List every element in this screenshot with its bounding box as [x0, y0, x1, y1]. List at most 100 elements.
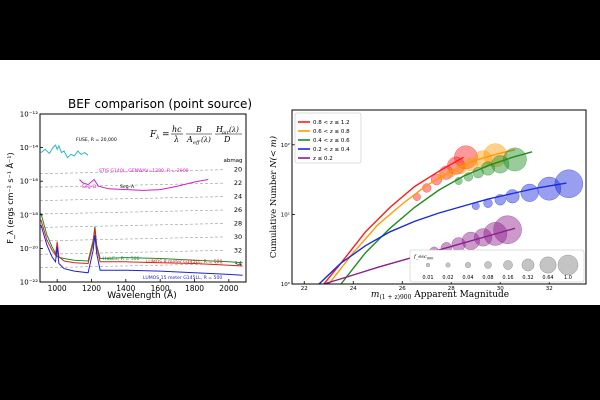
right-y-axis-label: Cumulative Number N(< m)	[268, 136, 279, 258]
abmag-tick-label: 26	[234, 206, 242, 214]
fesc-bubble-3	[505, 189, 520, 204]
fesc-legend-label: 0.02	[442, 275, 453, 281]
left-series-label-2: HabEx, R = 500	[103, 256, 140, 262]
right-x-label-rest: Apparent Magnitude	[411, 290, 509, 300]
redshift-legend-box	[294, 112, 362, 164]
formula-hc: hc	[172, 125, 182, 134]
fesc-legend-label: 0.32	[522, 275, 533, 281]
redshift-legend: 0.8 < z ≤ 1.2 0.6 < z ≤ 0.8 0.4 < z ≤ 0.6 0…	[294, 112, 362, 164]
left-x-tick-label: 1000	[48, 284, 67, 293]
left-series-line-1	[79, 178, 209, 191]
fesc-bubble-3	[554, 169, 584, 199]
redshift-legend-label-0: 0.8 < z ≤ 1.2	[313, 120, 350, 126]
formula-h: H	[215, 125, 224, 134]
left-y-tick-label: 10⁻¹⁴	[20, 144, 38, 152]
left-chart-axes: 1000 1200 1400 1600 1800 2000 10⁻²² 10⁻²⁰ 10⁻¹⁸ 1…	[20, 111, 239, 294]
left-series-label-1: STIS G140L, GENWAV=1280, R = 2000	[99, 168, 189, 174]
formula-a-arg: (λ)	[201, 136, 211, 144]
abmag-line	[39, 236, 225, 242]
fesc-legend-circle	[539, 256, 557, 274]
abmag-line	[39, 209, 225, 215]
fesc-legend-title: f_esc900	[413, 254, 433, 261]
right-x-tick-label: 26	[399, 286, 406, 292]
left-x-tick-label: 1600	[151, 284, 170, 293]
redshift-legend-label-3: 0.2 < z ≤ 0.4	[313, 147, 350, 153]
right-x-label-sub: (1 + z)900	[379, 294, 411, 301]
left-x-tick-label: 1400	[116, 284, 135, 293]
right-y-label-italic: N(< m)	[268, 136, 279, 169]
redshift-legend-label-1: 0.6 < z ≤ 0.8	[313, 129, 350, 135]
redshift-legend-label-4: z ≤ 0.2	[313, 156, 333, 162]
annotation-seg-a: Seg–A	[120, 184, 135, 190]
fesc-legend-label: 0.01	[422, 275, 433, 281]
formula-lambda: λ	[173, 135, 179, 144]
formula-b: B	[195, 125, 202, 134]
right-x-label-m: m	[371, 290, 380, 300]
fesc-bubble-2	[503, 147, 527, 172]
cumulative-number-chart: 22 24 26 28 30 32 10⁰ 10¹ 10² 0.8 < z ≤ 1.2 0.6 <…	[268, 109, 587, 301]
redshift-legend-label-2: 0.4 < z ≤ 0.6	[313, 138, 350, 144]
left-x-tick-label: 2000	[219, 284, 238, 293]
left-series-labels: FUSE, R = 20,000 STIS G140L, GENWAV=1280,…	[76, 137, 222, 281]
left-series-line-0	[40, 144, 89, 159]
fesc-legend-circle	[557, 254, 579, 276]
formula-a: A	[186, 135, 193, 144]
right-x-tick-label: 32	[546, 286, 553, 292]
fesc-legend-label: 0.04	[462, 275, 473, 281]
formula-h-sub: air	[222, 130, 230, 136]
abmag-reference-lines: 20 22 24 26 28 30 32 34	[39, 166, 242, 269]
fesc-legend-circle	[445, 262, 451, 268]
left-series-label-4: LUMOS 15 meter G145LL, R = 500	[143, 275, 222, 281]
fesc-legend-circle	[465, 262, 472, 269]
fesc-legend-circle	[521, 258, 535, 272]
abmag-header: abmag	[223, 158, 242, 164]
fesc-legend-circle	[425, 262, 431, 268]
right-x-axis-label: m(1 + z)900 Apparent Magnitude	[371, 290, 509, 301]
left-series-line-4	[40, 224, 243, 276]
annotation-seg-b: Seg–B	[82, 184, 96, 190]
fesc-bubble-3	[520, 183, 539, 202]
abmag-tick-label: 34	[234, 260, 242, 268]
fesc-legend-title-main: f_esc	[413, 254, 427, 260]
left-chart-title: BEF comparison (point source)	[68, 97, 252, 111]
abmag-tick-label: 30	[234, 233, 242, 241]
formula-d: D	[223, 135, 231, 144]
abmag-line	[39, 169, 225, 174]
fesc-legend-circle	[503, 260, 513, 270]
abmag-line	[39, 250, 225, 255]
abmag-tick-label: 28	[234, 219, 242, 227]
formula-lhs: F	[149, 130, 157, 140]
abmag-line	[39, 223, 225, 228]
abmag-line	[39, 196, 225, 201]
abmag-tick-label: 24	[234, 193, 242, 201]
right-x-tick-label: 30	[497, 286, 504, 292]
left-series-line-3	[40, 219, 243, 267]
escape-fraction-legend: f_esc900 0.01 0.02 0.04 0.08 0.16 0.32 0.64 1.0	[409, 249, 585, 283]
right-y-tick-label: 10¹	[281, 211, 290, 218]
left-y-tick-label: 10⁻¹⁸	[20, 211, 38, 219]
left-series-label-3: LUMOS 8 meter G145LL, R = 500	[146, 259, 222, 265]
abmag-tick-label: 22	[234, 179, 242, 187]
formula-lhs-sub: λ	[155, 135, 160, 141]
fesc-legend-circle	[484, 261, 492, 269]
left-x-axis-label: Wavelength (Å)	[107, 289, 176, 301]
fesc-legend-box	[409, 249, 585, 283]
abmag-line	[39, 182, 225, 188]
left-x-tick-label: 1800	[185, 284, 204, 293]
right-x-tick-label: 22	[301, 286, 308, 292]
left-x-tick-label: 1200	[82, 284, 101, 293]
fesc-legend-title-sub: 900	[427, 257, 434, 261]
cumulative-curve-3	[318, 182, 567, 284]
fesc-legend-label: 0.16	[502, 275, 513, 281]
right-plot-frame	[291, 109, 587, 285]
right-chart-axes: 22 24 26 28 30 32 10⁰ 10¹ 10²	[281, 142, 553, 292]
abmag-tick-label: 20	[234, 166, 242, 174]
left-plot-frame	[39, 113, 247, 283]
fesc-legend-label: 0.08	[482, 275, 493, 281]
abmag-line	[39, 263, 225, 269]
right-x-tick-label: 24	[350, 286, 357, 292]
left-y-tick-label: 10⁻²²	[20, 279, 38, 287]
fesc-legend-label: 1.0	[564, 275, 572, 281]
